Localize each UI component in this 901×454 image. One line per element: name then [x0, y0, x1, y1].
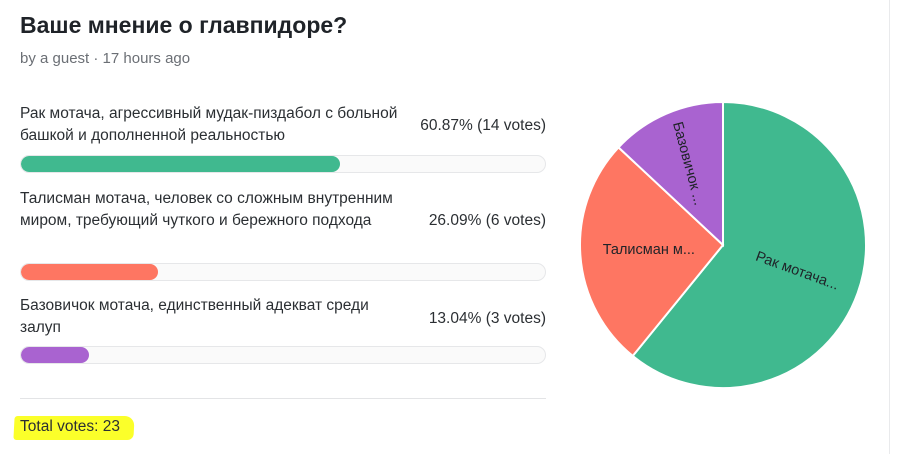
total-votes: Total votes: 23	[13, 416, 135, 440]
option-progress-track	[20, 346, 546, 364]
option-progress-fill	[21, 156, 340, 172]
option-progress-track	[20, 263, 546, 281]
option-progress-track	[20, 155, 546, 173]
option-stats: 60.87% (14 votes)	[420, 117, 546, 134]
panel-border	[889, 0, 890, 454]
option-label: Талисман мотача, человек со сложным внут…	[20, 190, 393, 229]
option-label: Базовичок мотача, единственный адекват с…	[20, 297, 369, 336]
pie-chart: Рак мотача...Талисман м...Базовичок ...	[579, 100, 867, 389]
option-label: Рак мотача, агрессивный мудак-пиздабол с…	[20, 105, 398, 144]
poll-title: Ваше мнение о главпидоре?	[20, 12, 348, 38]
divider	[20, 398, 546, 399]
option-progress-fill	[21, 347, 90, 363]
pie-slice[interactable]	[579, 145, 725, 358]
poll-option-3: Базовичок мотача, единственный адекват с…	[20, 295, 546, 367]
option-stats: 13.04% (3 votes)	[428, 310, 546, 327]
pie-slice[interactable]	[617, 100, 724, 248]
poll-option-2: Талисман мотача, человек со сложным внут…	[20, 188, 546, 284]
option-stats: 26.09% (6 votes)	[428, 212, 546, 229]
pie-slice-label: Талисман м...	[603, 242, 695, 258]
poll-meta: by a guest · 17 hours ago	[20, 50, 191, 67]
pie-slice[interactable]	[631, 100, 867, 389]
option-progress-fill	[21, 264, 158, 280]
total-votes-text: Total votes: 23	[20, 418, 121, 435]
poll-option-1: Рак мотача, агрессивный мудак-пиздабол с…	[20, 103, 546, 175]
